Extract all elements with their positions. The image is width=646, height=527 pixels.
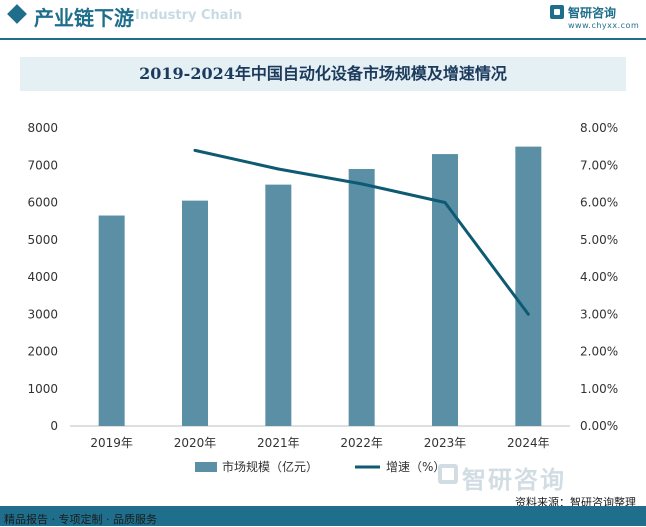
brand-logo: 智研咨询 www.chyxx.com [550, 4, 639, 34]
right-axis-tick-label: 0.00% [580, 419, 618, 433]
watermark-brand: 智研咨询 [462, 466, 566, 494]
right-axis-tick-label: 3.00% [580, 307, 618, 321]
left-axis-tick-label: 4000 [27, 270, 58, 284]
right-axis-tick-label: 1.00% [580, 382, 618, 396]
right-axis-tick-label: 4.00% [580, 270, 618, 284]
x-axis-tick-label: 2020年 [174, 436, 217, 450]
brand-logo-icon [550, 5, 564, 19]
chart-title: 2019-2024年中国自动化设备市场规模及增速情况 [20, 57, 626, 91]
watermark-logo-icon [438, 464, 458, 484]
bar-2022 [348, 168, 375, 426]
left-axis-tick-label: 5000 [27, 233, 58, 247]
footer-bar [0, 506, 646, 526]
brand-name: 智研咨询 [568, 6, 617, 20]
bar-2019 [98, 215, 125, 426]
source-note: 资料来源：智研咨询整理 [515, 496, 636, 509]
bar-2023 [432, 154, 458, 426]
header: 产业链下游 Industry Chain 智研咨询 www.chyxx.com [0, 0, 646, 34]
growth-rate-point-2021 [276, 167, 280, 171]
growth-rate-point-2023 [443, 201, 447, 204]
bar-2020 [182, 200, 208, 426]
right-axis-tick-label: 5.00% [580, 233, 618, 247]
growth-rate-point-2020 [193, 148, 197, 152]
left-axis-tick-label: 8000 [27, 121, 58, 135]
legend-bar-swatch [195, 462, 217, 472]
legend-line-label: 增速（%） [386, 460, 445, 474]
left-axis-tick-label: 2000 [27, 345, 58, 359]
right-axis-tick-label: 6.00% [580, 196, 618, 210]
bar-2021 [265, 184, 292, 426]
left-axis-tick-label: 0 [50, 419, 58, 433]
footer-tagline: 精品报告 · 专项定制 · 品质服务 [4, 513, 157, 526]
right-axis-tick-label: 8.00% [580, 121, 618, 135]
growth-rate-point-2022 [360, 182, 364, 186]
left-axis-tick-label: 1000 [27, 382, 58, 396]
legend-bar-label: 市场规模（亿元） [222, 459, 318, 474]
left-axis-tick-label: 6000 [27, 196, 58, 210]
x-axis-tick-label: 2024年 [507, 436, 550, 450]
left-axis-tick-label: 3000 [27, 307, 58, 321]
header-divider [0, 38, 646, 40]
right-axis-tick-label: 7.00% [580, 158, 618, 172]
section-ghost-text: Industry Chain [135, 8, 243, 23]
section-title: 产业链下游 [34, 6, 134, 30]
x-axis-tick-label: 2021年 [257, 436, 300, 450]
bar-2024 [515, 146, 542, 426]
x-axis-tick-label: 2022年 [340, 436, 383, 450]
x-axis-tick-label: 2019年 [90, 436, 133, 450]
left-axis-tick-label: 7000 [27, 158, 58, 172]
brand-site: www.chyxx.com [568, 21, 640, 30]
x-axis-tick-label: 2023年 [424, 436, 467, 450]
growth-rate-point-2024 [526, 312, 530, 316]
right-axis-tick-label: 2.00% [580, 345, 618, 359]
